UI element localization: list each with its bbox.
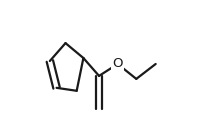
Text: O: O: [112, 57, 123, 71]
